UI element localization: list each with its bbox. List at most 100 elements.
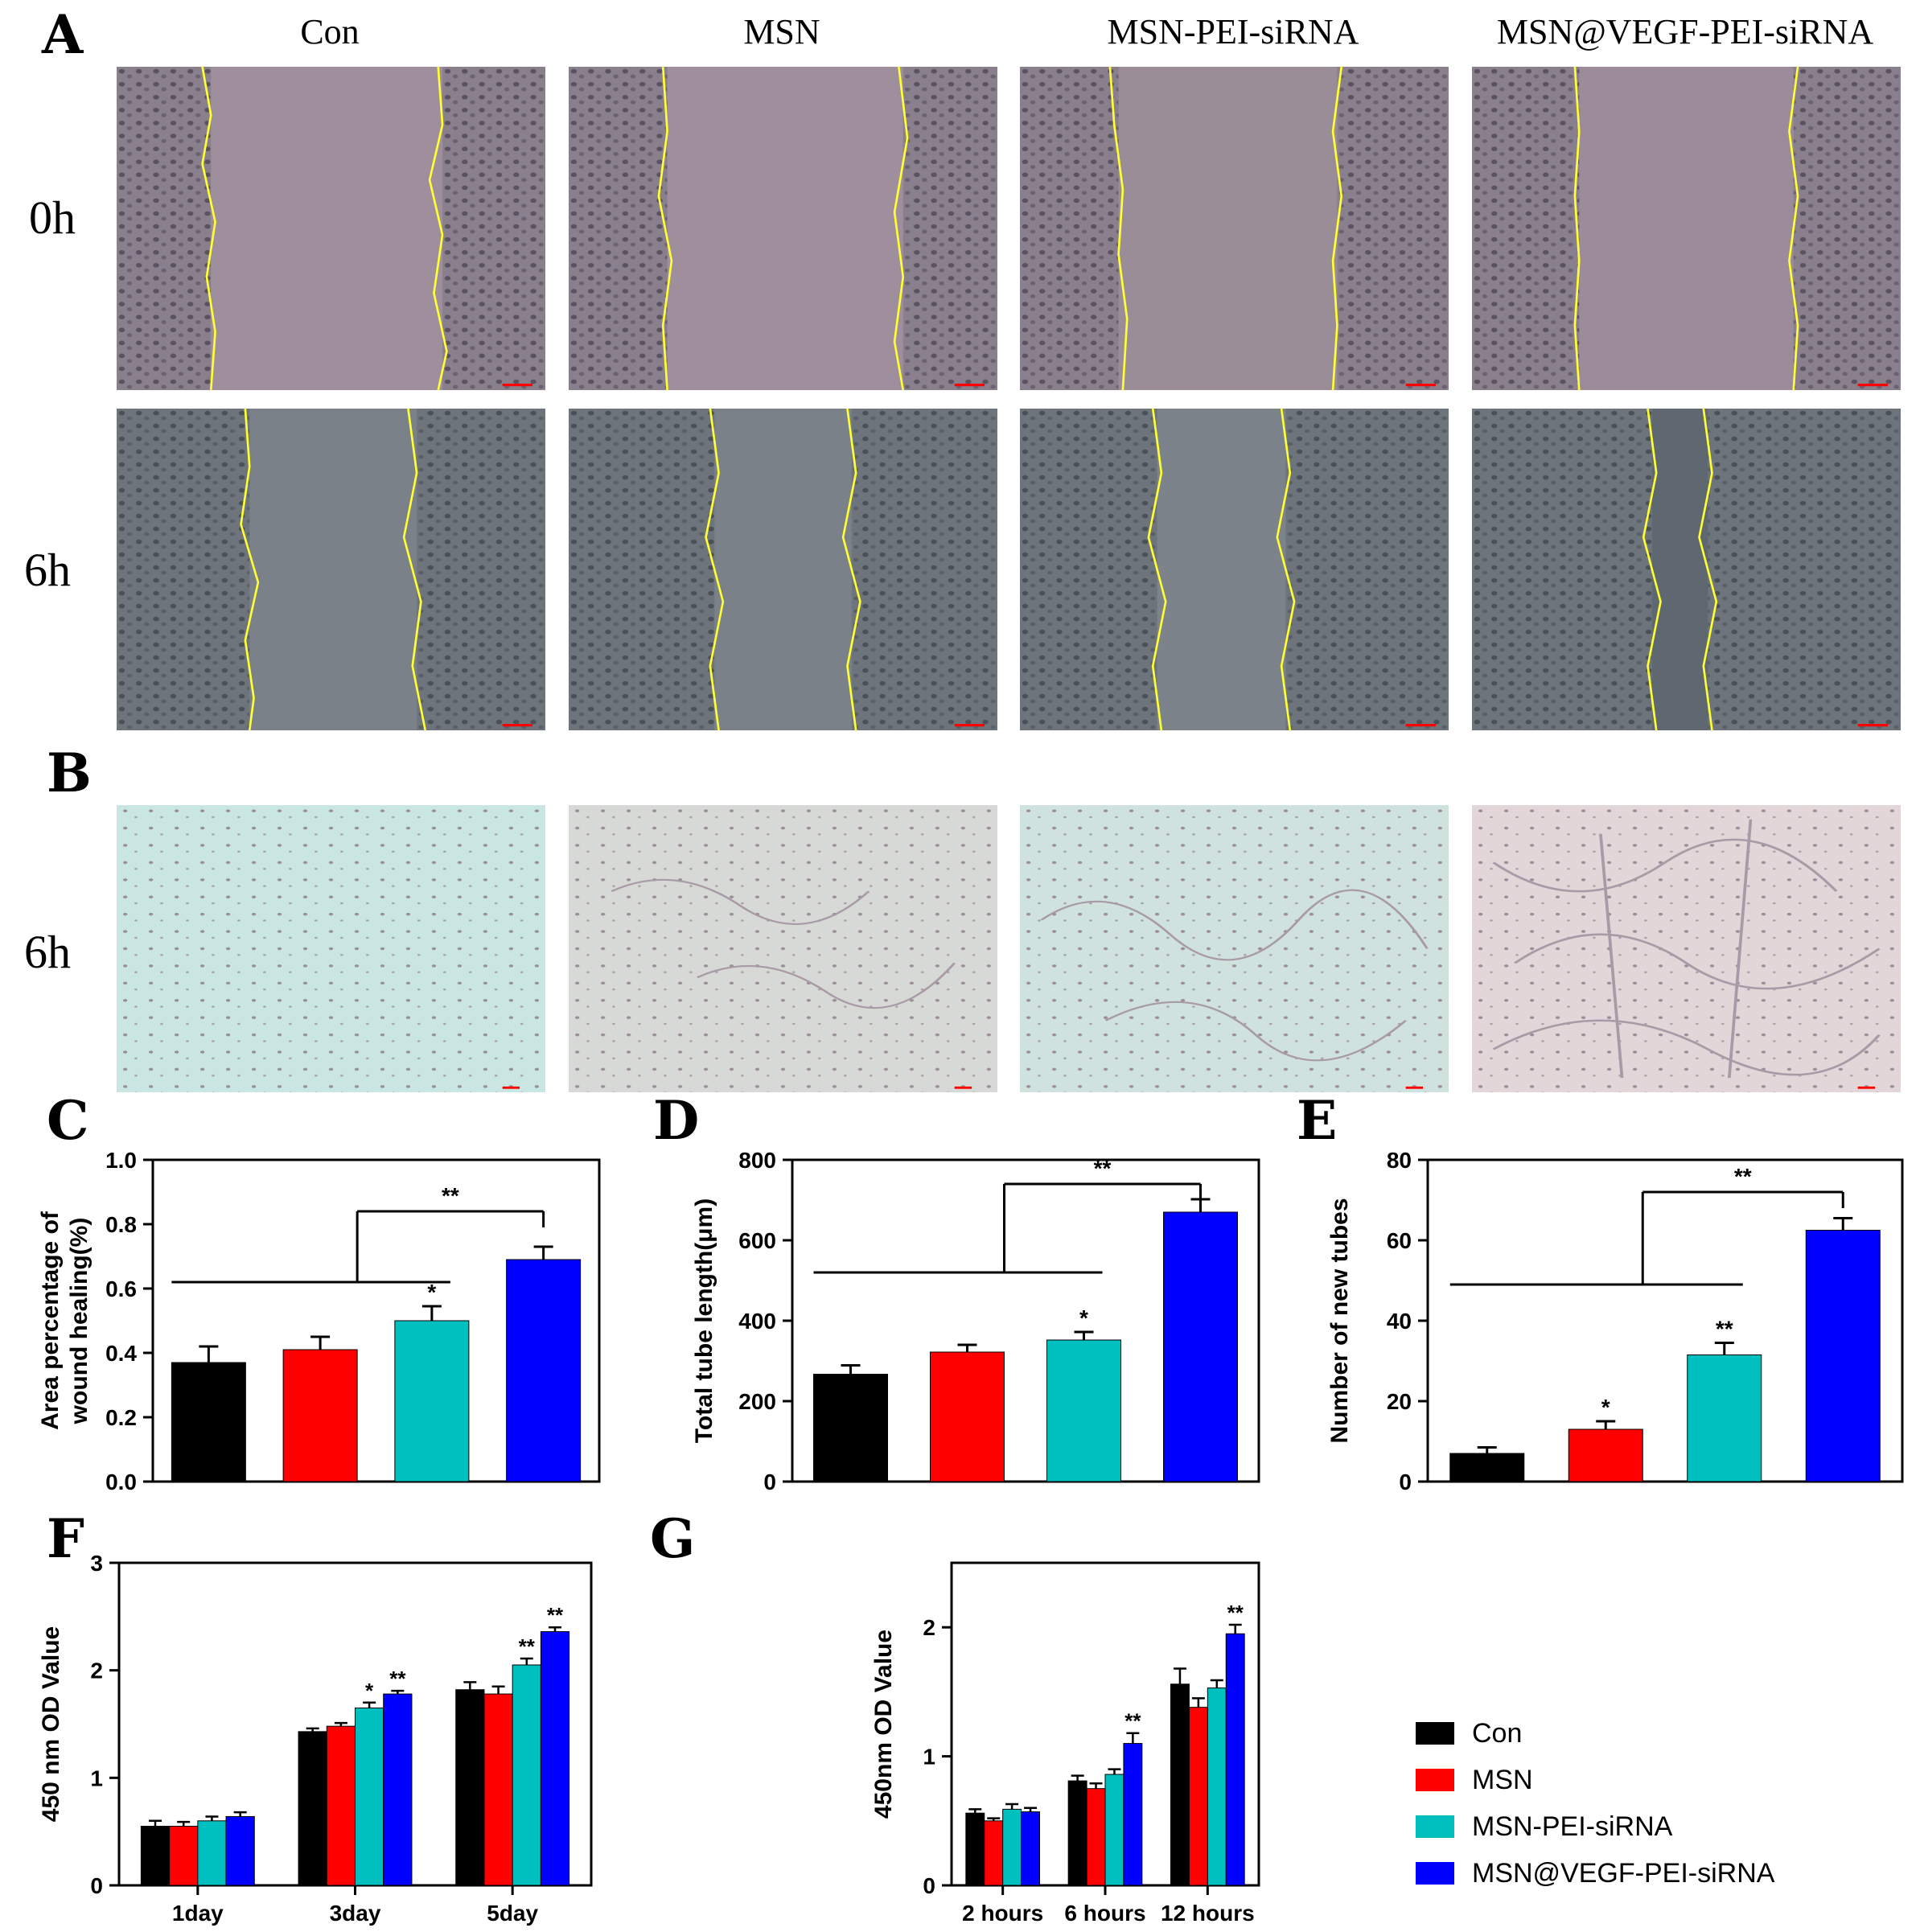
panel-letter-a: A — [42, 3, 84, 66]
y-tick-label: 0 — [1399, 1470, 1412, 1494]
chart-g-frame — [950, 1561, 1260, 1887]
bar-msn-vegf-pei-sirna — [1805, 1230, 1881, 1482]
legend-item-msn: MSN — [1416, 1764, 1533, 1796]
y-tick-label: 2 — [923, 1615, 935, 1640]
y-tick-label: 1 — [90, 1766, 103, 1790]
bar-msn-pei-sirna — [1687, 1354, 1762, 1482]
bar-msn-12-hours — [1188, 1707, 1208, 1886]
y-axis-label: 450nm OD Value — [870, 1630, 897, 1819]
significance-mark: * — [427, 1280, 436, 1305]
y-tick-label: 0 — [923, 1873, 935, 1898]
y-tick-label: 0.2 — [105, 1405, 137, 1430]
chart-f-frame — [117, 1561, 593, 1887]
significance-mark: ** — [519, 1634, 536, 1659]
significance-mark: ** — [1124, 1709, 1141, 1733]
panel-letter-d: D — [653, 1089, 700, 1152]
y-tick-label: 0.4 — [105, 1341, 137, 1366]
y-tick-label: 60 — [1387, 1228, 1412, 1253]
column-header-msn-pei-sirna: MSN-PEI-siRNA — [1107, 12, 1359, 51]
bar-con-2-hours — [965, 1812, 985, 1886]
bar-msn-vegf-pei-sirna — [506, 1259, 582, 1482]
chart-d-frame — [791, 1158, 1260, 1483]
legend-swatch-con — [1416, 1722, 1454, 1745]
micrograph-wound-0h-con — [117, 67, 545, 390]
y-tick-label: 800 — [738, 1148, 776, 1173]
bar-con-3day — [298, 1731, 327, 1886]
chart-g: 0 1 2 450nm OD Value 2 hours 6 hours ** 12 hour… — [870, 1561, 1260, 1926]
y-tick-label: 400 — [738, 1309, 776, 1334]
column-header-msn-vegf-pei-sirna: MSN@VEGF-PEI-siRNA — [1496, 12, 1874, 51]
y-axis-label: Number of new tubes — [1326, 1198, 1353, 1443]
micrograph-wound-6h-con — [117, 409, 545, 730]
bar-msn — [930, 1351, 1005, 1482]
micrograph-wound-6h-msn-vegf-pei-sirna — [1472, 409, 1901, 730]
x-tick-label: 6 hours — [1064, 1901, 1145, 1926]
legend-label-msn-pei-sirna: MSN-PEI-siRNA — [1472, 1811, 1673, 1842]
legend-item-msn-vegf-pei-sirna: MSN@VEGF-PEI-siRNA — [1416, 1857, 1774, 1889]
panel-letter-c: C — [47, 1089, 89, 1152]
bar-con-12-hours — [1170, 1683, 1190, 1886]
significance-mark: * — [365, 1679, 374, 1703]
y-tick-label: 0.6 — [105, 1276, 137, 1301]
panel-letter-e: E — [1297, 1089, 1338, 1152]
bar-msn-pei-sirna — [394, 1320, 470, 1482]
bar-con — [1449, 1453, 1525, 1482]
chart-c: 0.0 0.2 0.4 0.6 0.8 1.0 Area percentage of woun… — [37, 1148, 601, 1494]
micrograph-tube-6h-msn-pei-sirna — [1020, 805, 1449, 1092]
significance-mark: ** — [1716, 1317, 1733, 1342]
row-label-0h: 0h — [29, 191, 76, 244]
bar-msn-3day — [326, 1725, 356, 1886]
legend-swatch-msn-vegf-pei-sirna — [1416, 1862, 1454, 1885]
bar-msn-vegf-pei-sirna-12-hours — [1225, 1633, 1245, 1886]
x-tick-label: 1day — [172, 1901, 224, 1926]
legend-label-msn-vegf-pei-sirna: MSN@VEGF-PEI-siRNA — [1472, 1857, 1775, 1889]
bar-msn-pei-sirna-2-hours — [1002, 1808, 1022, 1886]
bar-msn-pei-sirna — [1046, 1339, 1121, 1482]
y-tick-label: 80 — [1387, 1148, 1412, 1173]
significance-mark: ** — [547, 1603, 564, 1627]
column-header-con: Con — [300, 12, 360, 51]
significance-mark: ** — [1227, 1601, 1244, 1625]
bar-msn — [1568, 1428, 1643, 1482]
bar-con-5day — [455, 1689, 485, 1886]
panel-letter-f: F — [47, 1507, 84, 1570]
bracket-mark: ** — [442, 1183, 459, 1208]
legend-item-msn-pei-sirna: MSN-PEI-siRNA — [1416, 1811, 1672, 1843]
row-label-6h-wound: 6h — [24, 544, 71, 596]
legend-label-con: Con — [1472, 1717, 1523, 1749]
legend-item-con: Con — [1416, 1717, 1522, 1749]
bar-msn-vegf-pei-sirna — [1163, 1211, 1238, 1482]
row-label-6h-tube: 6h — [24, 926, 71, 978]
significance-mark: ** — [389, 1667, 406, 1691]
bar-msn-vegf-pei-sirna-3day — [383, 1693, 413, 1886]
bar-msn-2-hours — [984, 1820, 1004, 1886]
column-header-msn: MSN — [743, 12, 820, 51]
x-tick-label: 3day — [330, 1901, 381, 1926]
bar-con-6-hours — [1067, 1780, 1087, 1886]
bar-msn-pei-sirna-6-hours — [1104, 1774, 1124, 1886]
bar-msn-5day — [483, 1693, 513, 1886]
bar-msn-pei-sirna-3day — [355, 1707, 384, 1886]
bar-con — [171, 1362, 246, 1482]
bar-con-1day — [140, 1825, 171, 1886]
bar-msn-vegf-pei-sirna-6-hours — [1123, 1743, 1143, 1886]
bar-msn-1day — [169, 1825, 199, 1886]
y-tick-label: 2 — [90, 1659, 103, 1683]
micrograph-wound-6h-msn — [569, 409, 997, 730]
legend: Con MSN MSN-PEI-siRNA MSN@VEGF-PEI-siRNA — [1416, 1717, 1866, 1902]
x-tick-label: 12 hours — [1161, 1901, 1255, 1926]
bar-msn-vegf-pei-sirna-2-hours — [1021, 1811, 1041, 1886]
bar-msn-vegf-pei-sirna-5day — [540, 1631, 570, 1886]
bar-msn-pei-sirna-1day — [197, 1820, 227, 1886]
bracket-mark: ** — [1734, 1164, 1752, 1189]
micrograph-tube-6h-msn-vegf-pei-sirna — [1472, 805, 1901, 1092]
y-tick-label: 0.0 — [105, 1470, 137, 1494]
y-tick-label: 3 — [90, 1551, 103, 1576]
significance-mark: * — [1601, 1395, 1610, 1420]
y-axis-label: 450 nm OD Value — [38, 1626, 64, 1822]
x-tick-label: 5day — [487, 1901, 538, 1926]
